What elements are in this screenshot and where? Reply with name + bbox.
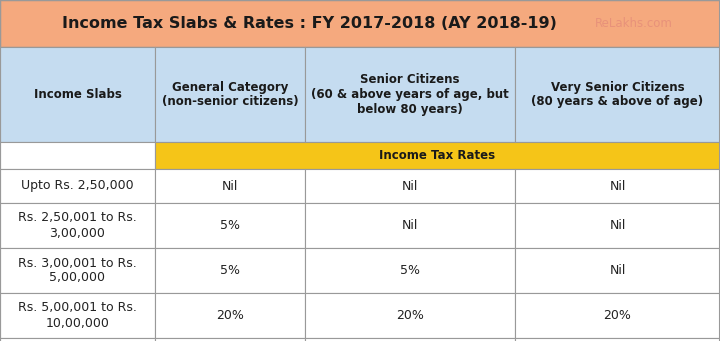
Bar xyxy=(0,293,155,338)
Text: Senior Citizens
(60 & above years of age, but
below 80 years): Senior Citizens (60 & above years of age… xyxy=(311,73,509,116)
Text: 20%: 20% xyxy=(396,309,424,322)
Text: 20%: 20% xyxy=(603,309,631,322)
Bar xyxy=(155,293,305,338)
Bar xyxy=(155,203,305,248)
Bar xyxy=(155,338,305,341)
Text: 5%: 5% xyxy=(400,264,420,277)
Text: Rs. 5,00,001 to Rs.
10,00,000: Rs. 5,00,001 to Rs. 10,00,000 xyxy=(18,301,137,329)
Bar xyxy=(0,248,155,293)
Text: Income Slabs: Income Slabs xyxy=(34,88,122,101)
Bar xyxy=(0,0,720,47)
Text: Rs. 3,00,001 to Rs.
5,00,000: Rs. 3,00,001 to Rs. 5,00,000 xyxy=(18,256,137,284)
Text: Income Tax Slabs & Rates : FY 2017-2018 (AY 2018-19): Income Tax Slabs & Rates : FY 2017-2018 … xyxy=(62,16,557,31)
Text: Rs. 2,50,001 to Rs.
3,00,000: Rs. 2,50,001 to Rs. 3,00,000 xyxy=(18,211,137,239)
Text: Very Senior Citizens
(80 years & above of age): Very Senior Citizens (80 years & above o… xyxy=(531,80,703,108)
Text: Nil: Nil xyxy=(222,179,238,193)
Text: Upto Rs. 2,50,000: Upto Rs. 2,50,000 xyxy=(21,179,134,193)
Text: 20%: 20% xyxy=(216,309,244,322)
Text: Nil: Nil xyxy=(402,219,418,232)
Text: Nil: Nil xyxy=(402,179,418,193)
Bar xyxy=(305,169,515,203)
Text: 5%: 5% xyxy=(220,219,240,232)
Bar xyxy=(155,169,305,203)
Bar xyxy=(305,248,515,293)
Bar xyxy=(0,47,155,142)
Bar xyxy=(515,293,720,338)
Bar xyxy=(155,248,305,293)
Text: Nil: Nil xyxy=(609,264,626,277)
Text: ReLakhs.com: ReLakhs.com xyxy=(595,17,672,30)
Bar xyxy=(305,293,515,338)
Bar xyxy=(155,142,720,169)
Bar xyxy=(515,248,720,293)
Bar xyxy=(305,203,515,248)
Text: General Category
(non-senior citizens): General Category (non-senior citizens) xyxy=(162,80,298,108)
Text: 5%: 5% xyxy=(220,264,240,277)
Bar xyxy=(0,142,155,169)
Bar xyxy=(305,47,515,142)
Text: Nil: Nil xyxy=(609,219,626,232)
Bar xyxy=(515,169,720,203)
Bar xyxy=(305,338,515,341)
Bar xyxy=(155,47,305,142)
Bar xyxy=(515,47,720,142)
Text: Income Tax Rates: Income Tax Rates xyxy=(379,149,495,162)
Text: Nil: Nil xyxy=(609,179,626,193)
Bar xyxy=(0,338,155,341)
Bar xyxy=(515,338,720,341)
Bar xyxy=(0,203,155,248)
Bar xyxy=(515,203,720,248)
Bar xyxy=(0,169,155,203)
